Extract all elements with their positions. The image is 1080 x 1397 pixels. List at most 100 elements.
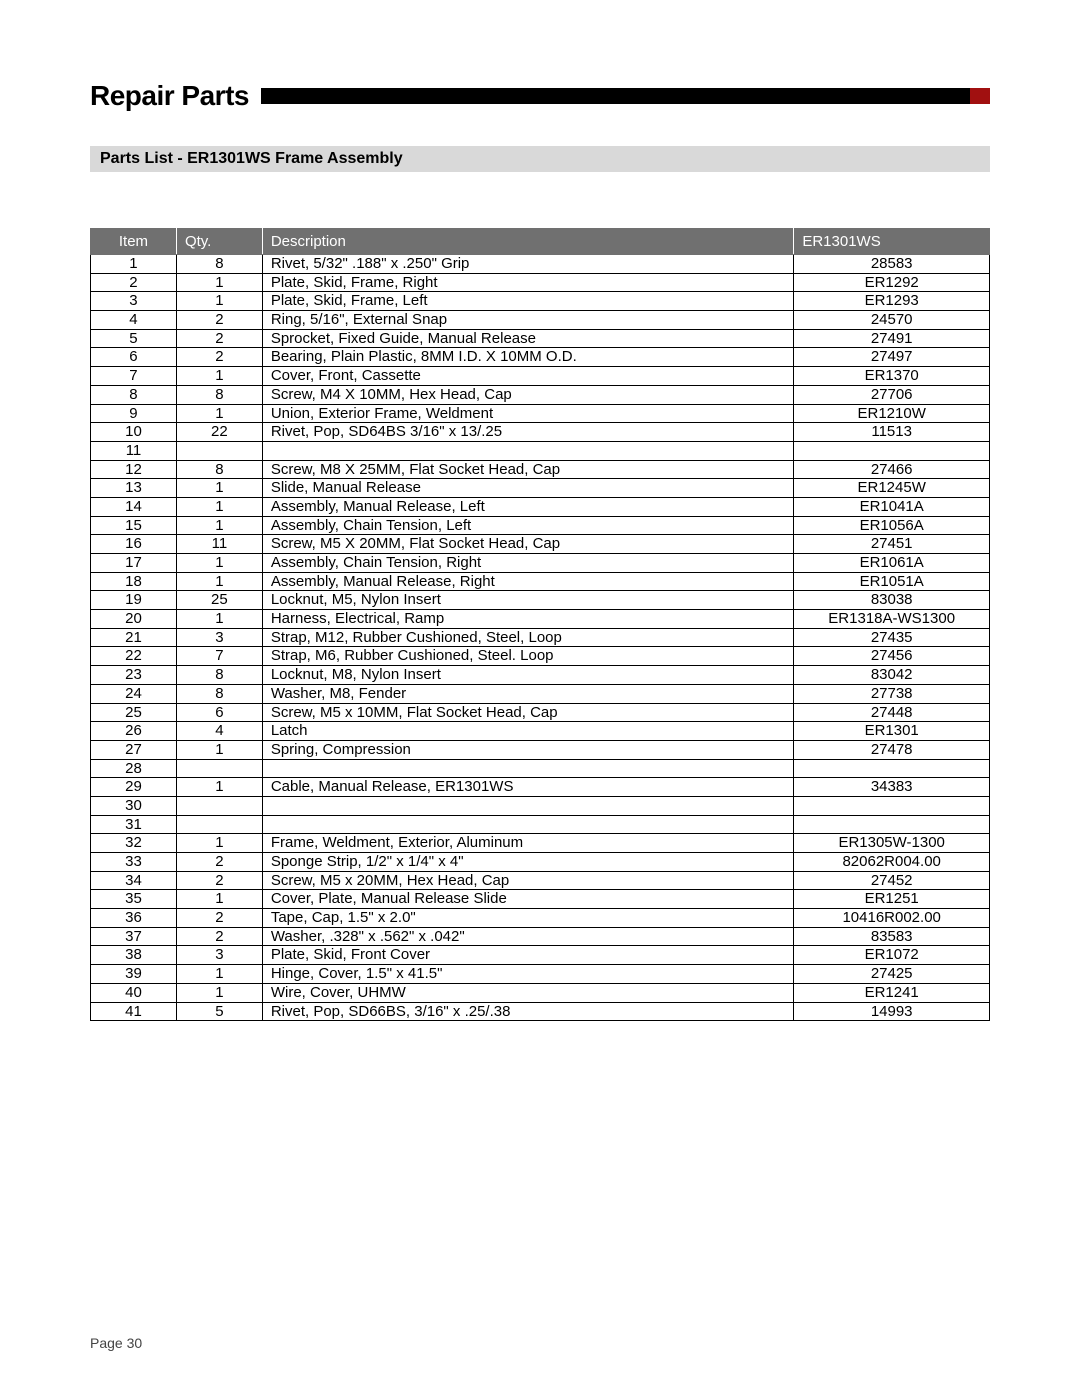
cell-part: 24570 (794, 311, 990, 330)
cell-item: 6 (91, 348, 177, 367)
cell-desc: Rivet, Pop, SD64BS 3/16" x 13/.25 (262, 423, 794, 442)
table-row: 42Ring, 5/16", External Snap24570 (91, 311, 990, 330)
table-row: 238Locknut, M8, Nylon Insert83042 (91, 666, 990, 685)
cell-item: 14 (91, 497, 177, 516)
cell-item: 33 (91, 853, 177, 872)
cell-desc: Frame, Weldment, Exterior, Aluminum (262, 834, 794, 853)
cell-desc: Plate, Skid, Front Cover (262, 946, 794, 965)
cell-qty: 22 (176, 423, 262, 442)
cell-qty: 1 (176, 572, 262, 591)
cell-part: 83042 (794, 666, 990, 685)
cell-desc: Bearing, Plain Plastic, 8MM I.D. X 10MM … (262, 348, 794, 367)
cell-item: 23 (91, 666, 177, 685)
cell-desc: Rivet, Pop, SD66BS, 3/16" x .25/.38 (262, 1002, 794, 1021)
cell-item: 36 (91, 909, 177, 928)
cell-qty: 1 (176, 778, 262, 797)
cell-qty: 8 (176, 460, 262, 479)
table-row: 171Assembly, Chain Tension, RightER1061A (91, 554, 990, 573)
cell-qty: 1 (176, 292, 262, 311)
cell-desc: Rivet, 5/32" .188" x .250" Grip (262, 255, 794, 274)
cell-qty: 3 (176, 946, 262, 965)
parts-table: Item Qty. Description ER1301WS 18Rivet, … (90, 228, 990, 1021)
cell-qty: 1 (176, 273, 262, 292)
cell-part: ER1241 (794, 983, 990, 1002)
cell-part: 27466 (794, 460, 990, 479)
cell-qty (176, 815, 262, 834)
cell-qty: 2 (176, 909, 262, 928)
col-description: Description (262, 229, 794, 255)
cell-part: ER1210W (794, 404, 990, 423)
cell-part: ER1292 (794, 273, 990, 292)
cell-item: 8 (91, 385, 177, 404)
table-row: 213Strap, M12, Rubber Cushioned, Steel, … (91, 628, 990, 647)
table-row: 227Strap, M6, Rubber Cushioned, Steel. L… (91, 647, 990, 666)
cell-item: 3 (91, 292, 177, 311)
cell-desc: Washer, M8, Fender (262, 684, 794, 703)
table-row: 342Screw, M5 x 20MM, Hex Head, Cap27452 (91, 871, 990, 890)
table-row: 128Screw, M8 X 25MM, Flat Socket Head, C… (91, 460, 990, 479)
cell-qty: 1 (176, 404, 262, 423)
table-row: 256Screw, M5 x 10MM, Flat Socket Head, C… (91, 703, 990, 722)
cell-part: ER1301 (794, 722, 990, 741)
cell-part: ER1061A (794, 554, 990, 573)
col-qty: Qty. (176, 229, 262, 255)
cell-qty: 6 (176, 703, 262, 722)
cell-part: 83038 (794, 591, 990, 610)
cell-qty: 8 (176, 385, 262, 404)
cell-desc: Harness, Electrical, Ramp (262, 610, 794, 629)
cell-desc: Tape, Cap, 1.5" x 2.0" (262, 909, 794, 928)
title-row: Repair Parts (90, 80, 990, 112)
table-row: 31 (91, 815, 990, 834)
cell-item: 34 (91, 871, 177, 890)
cell-desc: Cover, Plate, Manual Release Slide (262, 890, 794, 909)
cell-item: 37 (91, 927, 177, 946)
cell-qty: 8 (176, 684, 262, 703)
cell-qty: 1 (176, 367, 262, 386)
table-row: 291Cable, Manual Release, ER1301WS34383 (91, 778, 990, 797)
cell-desc: Cover, Front, Cassette (262, 367, 794, 386)
cell-qty: 2 (176, 329, 262, 348)
cell-part (794, 441, 990, 460)
cell-item: 27 (91, 740, 177, 759)
col-partnum: ER1301WS (794, 229, 990, 255)
table-row: 181Assembly, Manual Release, RightER1051… (91, 572, 990, 591)
table-row: 1611Screw, M5 X 20MM, Flat Socket Head, … (91, 535, 990, 554)
cell-desc: Washer, .328" x .562" x .042" (262, 927, 794, 946)
cell-part: 34383 (794, 778, 990, 797)
table-row: 141Assembly, Manual Release, LeftER1041A (91, 497, 990, 516)
cell-part: 27425 (794, 965, 990, 984)
cell-item: 30 (91, 796, 177, 815)
cell-item: 15 (91, 516, 177, 535)
cell-part: 27491 (794, 329, 990, 348)
page-title: Repair Parts (90, 80, 249, 112)
cell-part: 28583 (794, 255, 990, 274)
cell-part (794, 815, 990, 834)
cell-part: ER1041A (794, 497, 990, 516)
cell-qty (176, 796, 262, 815)
table-row: 11 (91, 441, 990, 460)
cell-item: 39 (91, 965, 177, 984)
cell-qty: 2 (176, 871, 262, 890)
cell-part: 83583 (794, 927, 990, 946)
cell-qty: 1 (176, 554, 262, 573)
cell-qty: 3 (176, 628, 262, 647)
cell-item: 38 (91, 946, 177, 965)
table-row: 351Cover, Plate, Manual Release SlideER1… (91, 890, 990, 909)
col-item: Item (91, 229, 177, 255)
cell-item: 10 (91, 423, 177, 442)
cell-desc: Screw, M8 X 25MM, Flat Socket Head, Cap (262, 460, 794, 479)
cell-part: ER1072 (794, 946, 990, 965)
cell-qty: 1 (176, 965, 262, 984)
cell-item: 21 (91, 628, 177, 647)
cell-part: 11513 (794, 423, 990, 442)
cell-qty: 25 (176, 591, 262, 610)
cell-part: 10416R002.00 (794, 909, 990, 928)
cell-part (794, 796, 990, 815)
cell-desc: Assembly, Manual Release, Right (262, 572, 794, 591)
cell-desc: Screw, M5 X 20MM, Flat Socket Head, Cap (262, 535, 794, 554)
cell-desc: Assembly, Chain Tension, Left (262, 516, 794, 535)
cell-item: 28 (91, 759, 177, 778)
cell-part: ER1305W-1300 (794, 834, 990, 853)
cell-desc: Slide, Manual Release (262, 479, 794, 498)
table-row: 372Washer, .328" x .562" x .042"83583 (91, 927, 990, 946)
